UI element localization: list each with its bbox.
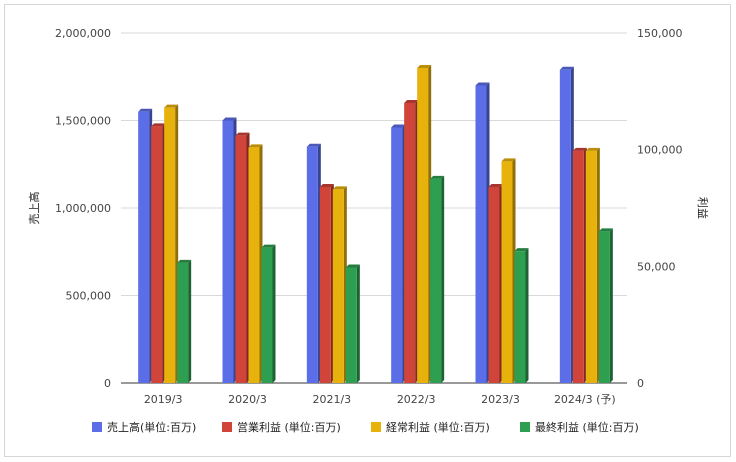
x-axis-labels: 2019/3 2020/3 2021/3 2022/3 2023/3 2024/3 (予)	[144, 393, 616, 406]
bars-layer	[138, 65, 613, 384]
legend: 売上高(単位:百万) 営業利益 (単位:百万) 経常利益 (単位:百万) 最終利益 (…	[92, 420, 639, 434]
x-tick-label: 2022/3	[397, 393, 436, 406]
grid-layer	[121, 32, 627, 384]
bar	[585, 150, 597, 383]
x-tick-label: 2021/3	[312, 393, 351, 406]
bar-side	[525, 248, 529, 383]
bar-top	[345, 264, 360, 268]
bar	[404, 103, 416, 383]
bar-top	[248, 144, 263, 148]
left-tick-label: 1,500,000	[55, 115, 111, 128]
bar-top	[306, 143, 321, 147]
bar	[177, 262, 189, 383]
bar-top	[235, 132, 250, 136]
bar-top	[151, 123, 166, 127]
legend-swatch	[520, 422, 530, 432]
bar-top	[138, 108, 153, 112]
bar	[391, 127, 403, 383]
bar	[248, 147, 260, 383]
bar	[514, 251, 526, 383]
right-tick-label: 0	[637, 377, 644, 390]
bar	[430, 178, 442, 383]
left-tick-label: 2,000,000	[55, 27, 111, 40]
right-tick-label: 50,000	[637, 260, 676, 273]
bar	[235, 135, 247, 383]
bar-top	[177, 259, 192, 263]
bar-top	[598, 228, 613, 232]
bar-top	[475, 82, 490, 86]
bar-side	[356, 264, 360, 383]
bar	[488, 187, 500, 383]
bar	[501, 161, 513, 383]
x-tick-label: 2020/3	[228, 393, 267, 406]
bar-top	[417, 65, 432, 68]
bar-top	[222, 117, 237, 121]
legend-swatch	[92, 422, 102, 432]
bar	[598, 231, 610, 383]
bar	[306, 146, 318, 383]
x-tick-label: 2024/3 (予)	[554, 393, 616, 406]
right-axis-title: 利益	[696, 197, 710, 219]
legend-label: 売上高(単位:百万)	[107, 420, 196, 434]
bar	[261, 247, 273, 383]
left-axis-ticks: 0 500,000 1,000,000 1,500,000 2,000,000	[55, 27, 111, 390]
bar-top	[164, 104, 179, 108]
left-axis-title: 売上高	[27, 192, 41, 225]
bar-top	[559, 66, 574, 70]
bar-top	[572, 147, 587, 151]
right-axis-ticks: 0 50,000 100,000 150,000	[637, 27, 683, 390]
right-tick-label: 100,000	[637, 144, 683, 157]
legend-swatch	[222, 422, 232, 432]
bar-side	[272, 244, 276, 383]
left-tick-label: 500,000	[66, 290, 112, 303]
bar	[222, 120, 234, 383]
bar-side	[609, 228, 613, 383]
left-tick-label: 0	[104, 377, 111, 390]
bar	[559, 69, 571, 383]
bar-top	[488, 184, 503, 187]
legend-label: 営業利益 (単位:百万)	[237, 420, 341, 434]
bar	[151, 126, 163, 383]
bar-top	[501, 158, 516, 162]
bar-side	[441, 175, 445, 383]
bar	[164, 107, 176, 384]
bar-top	[514, 248, 529, 252]
bar-top	[319, 184, 334, 187]
bar	[475, 85, 487, 383]
right-tick-label: 150,000	[637, 27, 683, 40]
bar-side	[188, 259, 192, 383]
legend-label: 最終利益 (単位:百万)	[535, 420, 639, 434]
bar	[332, 189, 344, 383]
bar-top	[430, 175, 445, 179]
x-tick-label: 2019/3	[144, 393, 183, 406]
bar	[417, 68, 429, 383]
bar-top	[404, 100, 419, 103]
legend-label: 経常利益 (単位:百万)	[386, 420, 490, 434]
legend-swatch	[371, 422, 381, 432]
bar-top	[332, 186, 347, 190]
x-tick-label: 2023/3	[481, 393, 520, 406]
bar	[319, 187, 331, 383]
bar	[345, 267, 357, 383]
left-tick-label: 1,000,000	[55, 202, 111, 215]
bar-top	[261, 244, 276, 248]
bar-top	[585, 147, 600, 151]
bar-top	[391, 124, 406, 128]
bar	[572, 150, 584, 383]
bar	[138, 111, 150, 383]
